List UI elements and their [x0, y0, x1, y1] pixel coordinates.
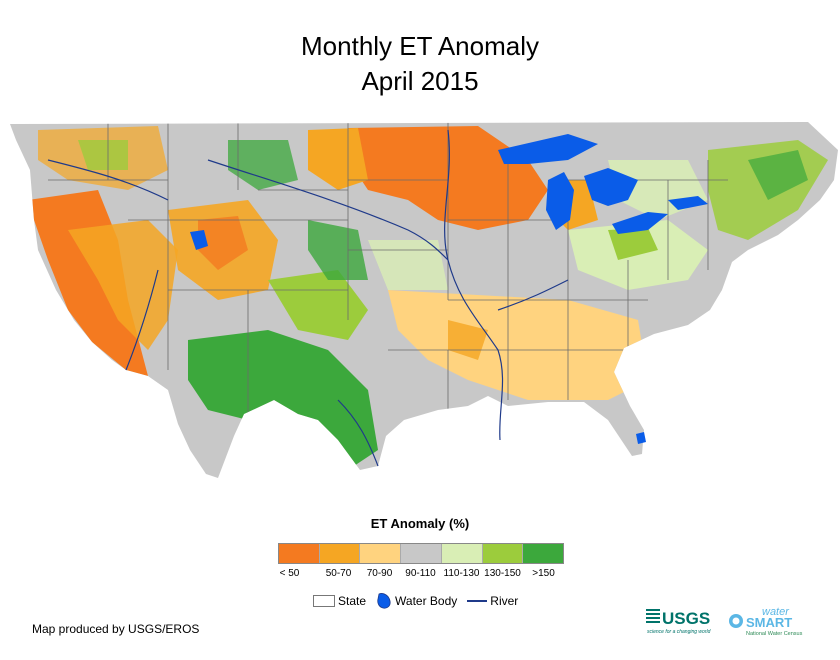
lake-erie — [612, 212, 668, 234]
river-line-icon — [467, 600, 488, 602]
rivers — [47, 129, 569, 467]
legend-item-water-body: Water Body — [376, 592, 457, 610]
legend-item-river: River — [467, 594, 518, 608]
legend-label-50-70: 50-70 — [325, 568, 352, 579]
legend-labels: < 50 50-70 70-90 90-110 110-130 130-150 … — [278, 568, 564, 582]
water-body-icon — [377, 593, 391, 609]
water-bodies — [190, 134, 708, 444]
legend-label-gt150: >150 — [532, 568, 555, 579]
watersmart-logo: water SMART National Water Census — [729, 606, 803, 637]
legend-swatch-gt150 — [522, 544, 564, 563]
great-salt-lake — [190, 230, 208, 250]
legend-swatch-50-70 — [318, 544, 360, 563]
legend-swatch-90-110 — [400, 544, 441, 563]
state-boundaries — [48, 122, 728, 420]
legend-title: ET Anomaly (%) — [370, 516, 470, 531]
lake-superior — [498, 134, 598, 164]
lake-okeechobee — [636, 432, 646, 444]
state-box-icon — [313, 595, 335, 607]
svg-text:science for a changing world: science for a changing world — [647, 629, 711, 635]
reference-legend: State Water Body River — [313, 592, 528, 610]
lake-ontario — [668, 196, 708, 210]
legend-label-130-150: 130-150 — [484, 568, 521, 579]
legend-swatch-70-90 — [359, 544, 401, 563]
legend-swatch-110-130 — [440, 544, 482, 563]
legend-color-bar — [278, 543, 564, 564]
lake-michigan — [546, 172, 574, 230]
us-et-anomaly-map — [10, 122, 838, 478]
legend-label-110-130: 110-130 — [443, 568, 480, 579]
legend-label-lt50: < 50 — [279, 568, 300, 579]
legend-item-state: State — [313, 594, 366, 608]
legend-water-body-label: Water Body — [395, 594, 458, 608]
legend-swatch-lt50 — [279, 544, 319, 563]
lake-huron — [584, 168, 638, 206]
map-credit: Map produced by USGS/EROS — [32, 622, 200, 636]
svg-text:National Water Census: National Water Census — [746, 631, 803, 637]
legend-state-label: State — [338, 594, 367, 608]
svg-text:water: water — [762, 606, 790, 618]
legend-label-70-90: 70-90 — [366, 568, 393, 579]
usgs-logo: USGS science for a changing world — [646, 609, 711, 635]
legend-swatch-130-150 — [481, 544, 523, 563]
svg-text:USGS: USGS — [662, 609, 710, 628]
map-subtitle-date: April 2015 — [361, 66, 479, 96]
svg-text:SMART: SMART — [746, 615, 792, 630]
map-title: Monthly ET Anomaly — [301, 31, 539, 61]
legend-label-90-110: 90-110 — [405, 568, 436, 579]
et-anomaly-raster — [10, 122, 838, 478]
legend-river-label: River — [490, 594, 519, 608]
